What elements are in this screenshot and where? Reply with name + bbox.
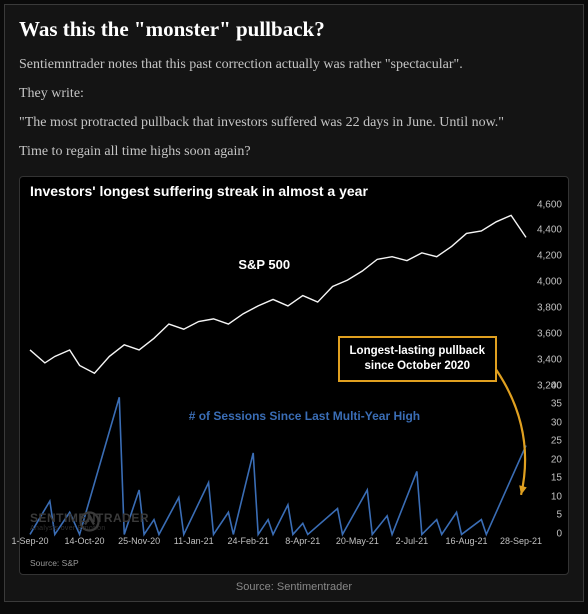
y-axis: 3,2003,4003,6003,8004,0004,2004,4004,600… xyxy=(530,205,564,534)
paragraph: Sentiemntrader notes that this past corr… xyxy=(19,56,569,75)
article-panel: Was this the "monster" pullback? Sentiem… xyxy=(4,4,584,602)
chart-title: Investors' longest suffering streak in a… xyxy=(30,183,368,199)
sp500-label: S&P 500 xyxy=(238,257,290,272)
watermark-icon xyxy=(30,511,149,532)
annotation-line1: Longest-lasting pullback xyxy=(350,345,485,357)
sessions-label: # of Sessions Since Last Multi-Year High xyxy=(189,409,420,423)
annotation-line2: since October 2020 xyxy=(365,360,470,372)
paragraph: Time to regain all time highs soon again… xyxy=(19,143,569,162)
watermark: SENTIMENTRADER Analysis over Emotion xyxy=(30,511,149,532)
plot-area: S&P 500 # of Sessions Since Last Multi-Y… xyxy=(30,205,526,534)
paragraph-quote: "The most protracted pullback that inves… xyxy=(19,114,569,133)
annotation-box: Longest-lasting pullback since October 2… xyxy=(338,336,497,382)
chart-source-outer: Source: Sentimentrader xyxy=(19,581,569,593)
article-title: Was this the "monster" pullback? xyxy=(19,17,569,42)
paragraph: They write: xyxy=(19,85,569,104)
chart-container: Investors' longest suffering streak in a… xyxy=(19,176,569,575)
x-axis: 1-Sep-2014-Oct-2025-Nov-2011-Jan-2124-Fe… xyxy=(30,536,526,550)
chart-source-inner: Source: S&P xyxy=(30,558,79,568)
